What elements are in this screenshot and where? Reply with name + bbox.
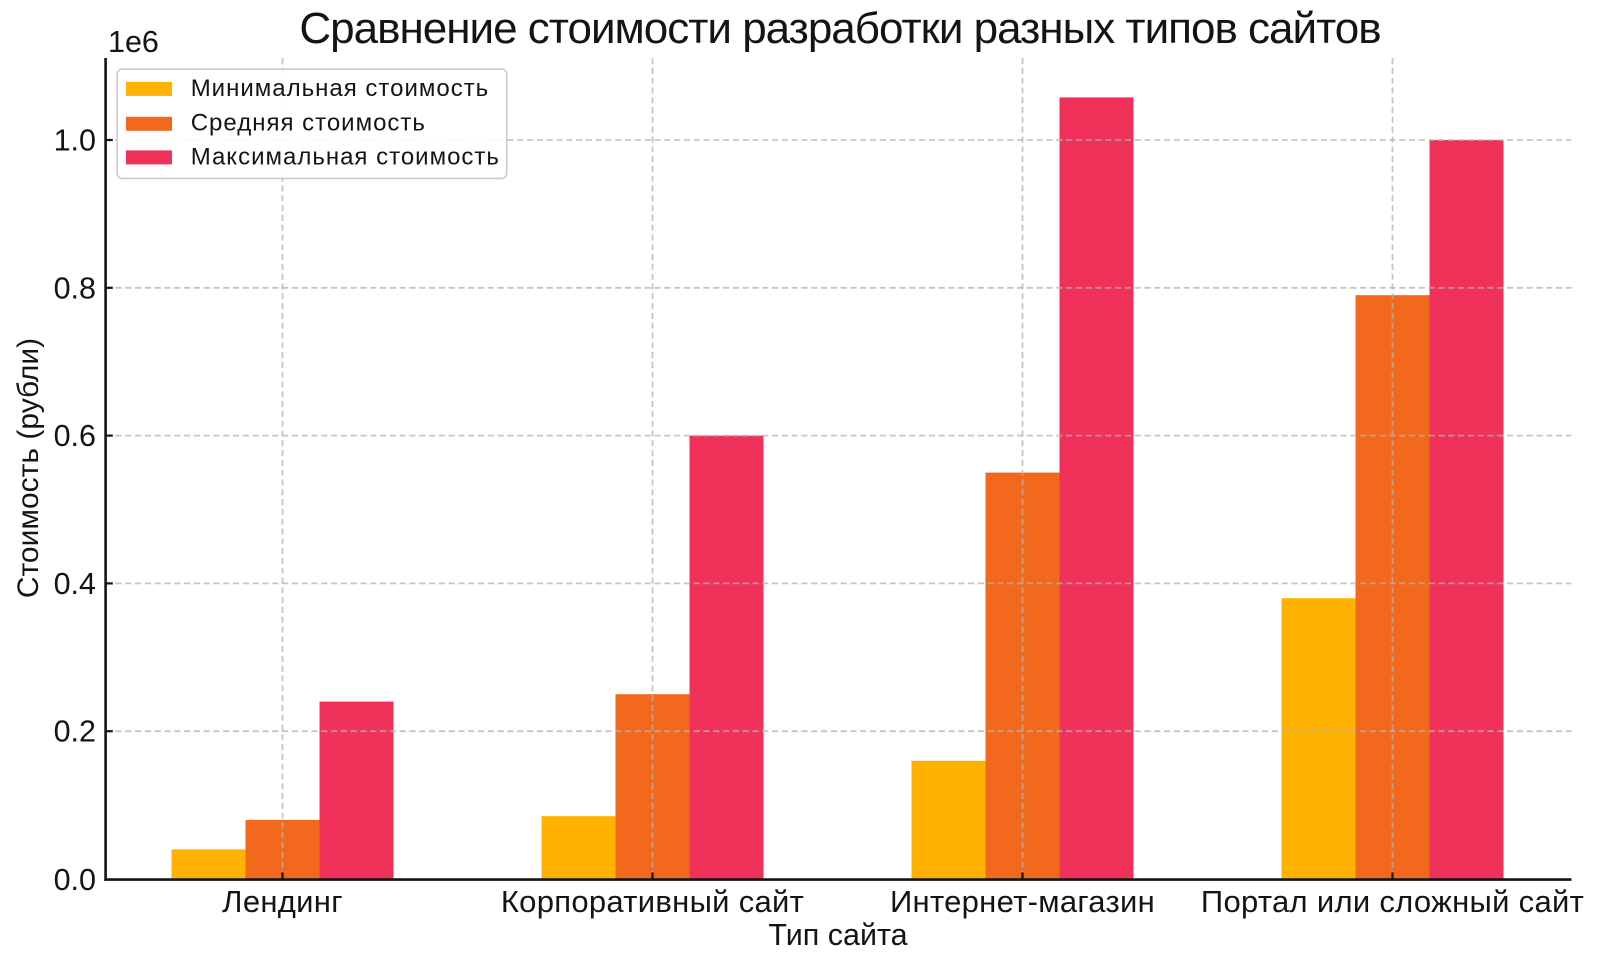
svg-text:Тип сайта: Тип сайта <box>768 918 907 952</box>
svg-text:0.2: 0.2 <box>54 715 96 749</box>
svg-text:1.0: 1.0 <box>54 124 96 158</box>
svg-text:0.6: 0.6 <box>54 419 96 453</box>
svg-text:0.0: 0.0 <box>54 863 96 897</box>
svg-text:Минимальная стоимость: Минимальная стоимость <box>191 75 490 102</box>
svg-text:Портал или сложный сайт: Портал или сложный сайт <box>1201 884 1584 919</box>
svg-text:Максимальная стоимость: Максимальная стоимость <box>191 144 500 171</box>
svg-text:Корпоративный сайт: Корпоративный сайт <box>501 884 804 919</box>
svg-text:Интернет-магазин: Интернет-магазин <box>890 884 1155 919</box>
svg-text:1e6: 1e6 <box>108 25 159 59</box>
svg-text:Средняя стоимость: Средняя стоимость <box>191 110 426 137</box>
svg-text:Сравнение стоимости разработки: Сравнение стоимости разработки разных ти… <box>299 4 1380 53</box>
svg-text:Лендинг: Лендинг <box>222 884 343 919</box>
svg-text:0.4: 0.4 <box>54 567 96 601</box>
svg-text:0.8: 0.8 <box>54 271 96 305</box>
svg-text:Стоимость (рубли): Стоимость (рубли) <box>12 338 45 598</box>
